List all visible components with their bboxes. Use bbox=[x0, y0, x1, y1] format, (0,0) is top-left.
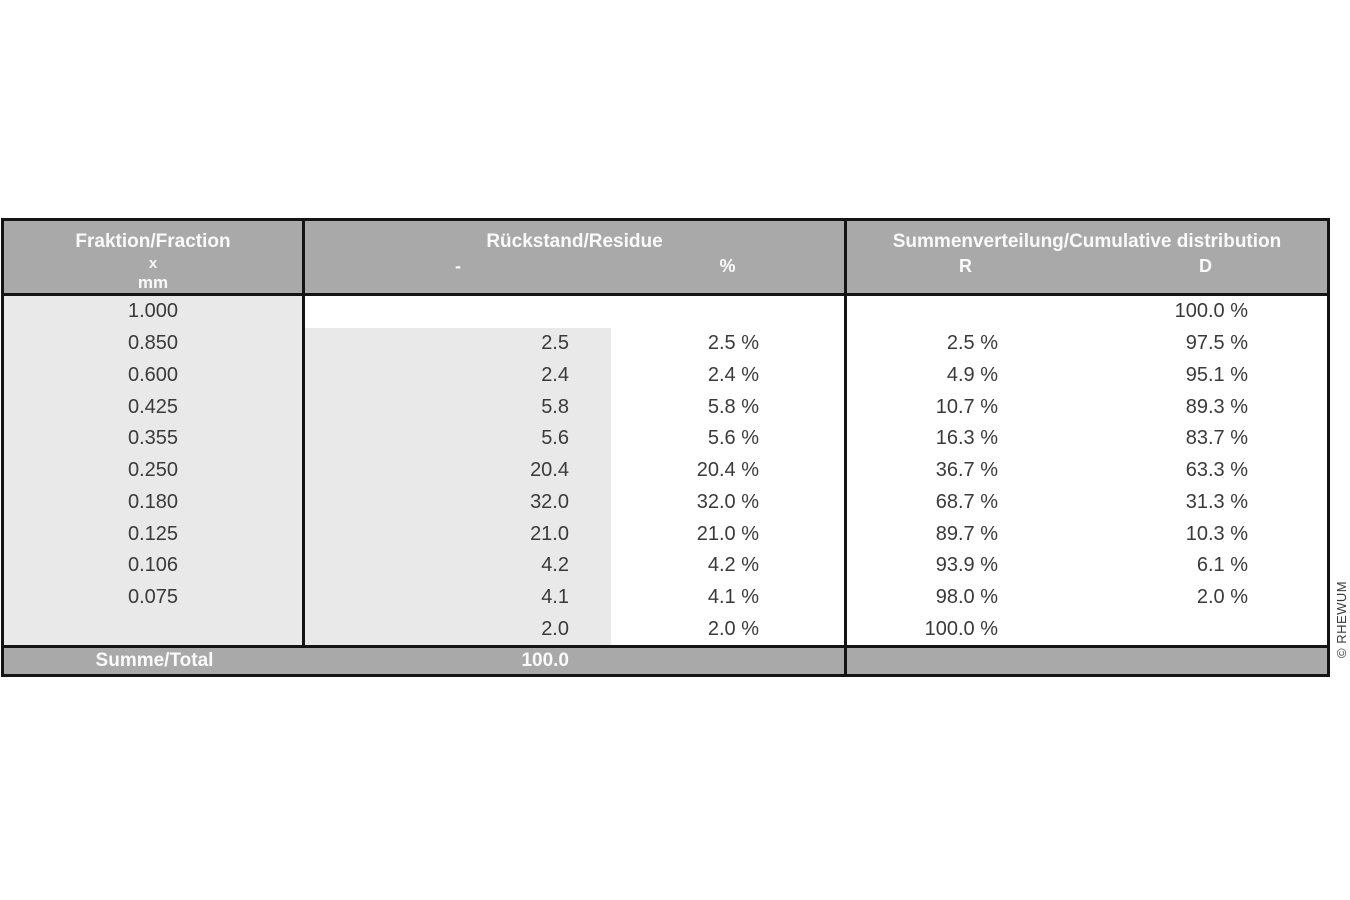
cell-cumulative-d: 6.1 % bbox=[1196, 554, 1248, 577]
copyright-watermark: © RHEWUM bbox=[1334, 580, 1349, 658]
cell-cumulative-d: 83.7 % bbox=[1185, 427, 1248, 450]
cell-residue: 2.5 bbox=[305, 327, 611, 360]
footer-total-label: Summe/Total bbox=[95, 650, 214, 671]
cell-cumulative-r: 98.0 % bbox=[935, 585, 998, 608]
cell-fraction: 1.000 bbox=[4, 296, 305, 328]
cell-cumulative-d: 2.0 % bbox=[1196, 585, 1248, 608]
table-row: 0.250 20.4 20.4 % 36.7 % 63.3 % bbox=[4, 454, 1327, 487]
cell-cumulative-d: 97.5 % bbox=[1185, 332, 1248, 355]
cell-cumulative-r: 10.7 % bbox=[935, 395, 998, 418]
cell-cumulative-d bbox=[1084, 613, 1327, 645]
cell-fraction: 0.425 bbox=[4, 391, 305, 423]
cell-fraction: 0.125 bbox=[4, 518, 305, 550]
cell-cumulative-r: 68.7 % bbox=[935, 490, 998, 513]
header-cumulative-r: R bbox=[959, 256, 972, 276]
header-residue-dash: - bbox=[455, 256, 461, 276]
footer-spacer bbox=[611, 648, 847, 674]
cell-residue bbox=[305, 296, 611, 328]
table-row: 0.125 21.0 21.0 % 89.7 % 10.3 % bbox=[4, 518, 1327, 550]
cell-residue-percent: 4.2 % bbox=[611, 549, 847, 582]
cell-residue-percent: 5.8 % bbox=[611, 391, 847, 423]
header-residue-percent: % bbox=[719, 256, 736, 276]
cell-residue: 21.0 bbox=[305, 518, 611, 550]
cell-cumulative-d: 31.3 % bbox=[1185, 490, 1248, 513]
header-cumulative: Summenverteilung/Cumulative distribution… bbox=[847, 221, 1327, 293]
header-fraction-title: Fraktion/Fraction bbox=[75, 231, 231, 252]
table-row: 0.180 32.0 32.0 % 68.7 % 31.3 % bbox=[4, 486, 1327, 519]
cell-cumulative-d: 95.1 % bbox=[1185, 363, 1248, 386]
cell-residue-percent: 2.5 % bbox=[611, 327, 847, 360]
table-row: 0.600 2.4 2.4 % 4.9 % 95.1 % bbox=[4, 359, 1327, 392]
cell-cumulative-r: 100.0 % bbox=[924, 617, 998, 640]
cell-residue-percent: 20.4 % bbox=[611, 454, 847, 487]
cell-residue: 4.2 bbox=[305, 549, 611, 582]
table-row: 1.000 100.0 % bbox=[4, 296, 1327, 328]
cell-residue-percent: 2.0 % bbox=[611, 613, 847, 646]
header-residue: Rückstand/Residue - % bbox=[305, 221, 847, 293]
cell-cumulative-r: 93.9 % bbox=[935, 554, 998, 577]
table-body: 1.000 100.0 % 0.850 2.5 2.5 % 2.5 % 97.5… bbox=[4, 296, 1327, 646]
cell-fraction: 0.600 bbox=[4, 359, 305, 392]
cell-residue: 2.0 bbox=[305, 613, 611, 646]
cell-cumulative-r: 4.9 % bbox=[946, 363, 998, 386]
cell-fraction: 0.106 bbox=[4, 549, 305, 582]
cell-cumulative-d: 100.0 % bbox=[1174, 300, 1248, 323]
cell-fraction bbox=[4, 613, 305, 646]
cell-residue-percent: 2.4 % bbox=[611, 359, 847, 392]
cell-fraction: 0.850 bbox=[4, 327, 305, 360]
cell-cumulative-r bbox=[847, 296, 1084, 328]
cell-residue-percent bbox=[611, 296, 847, 328]
cell-residue-percent: 32.0 % bbox=[611, 486, 847, 519]
cell-fraction: 0.250 bbox=[4, 454, 305, 487]
header-residue-subheaders: - % bbox=[305, 254, 844, 278]
cell-fraction: 0.075 bbox=[4, 581, 305, 614]
footer-total-value: 100.0 bbox=[521, 650, 569, 671]
header-fraction-unit: mm bbox=[137, 273, 169, 292]
table-row: 2.0 2.0 % 100.0 % bbox=[4, 613, 1327, 646]
cell-cumulative-r: 2.5 % bbox=[946, 332, 998, 355]
header-residue-title: Rückstand/Residue bbox=[486, 231, 663, 252]
table-header-row: Fraktion/Fraction x mm Rückstand/Residue… bbox=[4, 221, 1327, 296]
table-footer-row: Summe/Total 100.0 bbox=[4, 645, 1327, 674]
table-row: 0.850 2.5 2.5 % 2.5 % 97.5 % bbox=[4, 327, 1327, 360]
header-cumulative-subheaders: R D bbox=[847, 254, 1327, 278]
table-row: 0.075 4.1 4.1 % 98.0 % 2.0 % bbox=[4, 581, 1327, 614]
cell-cumulative-r: 89.7 % bbox=[935, 522, 998, 545]
cell-cumulative-r: 36.7 % bbox=[935, 459, 998, 482]
sieve-analysis-table: Fraktion/Fraction x mm Rückstand/Residue… bbox=[1, 218, 1330, 677]
header-cumulative-d: D bbox=[1199, 256, 1212, 276]
cell-cumulative-d: 10.3 % bbox=[1185, 522, 1248, 545]
cell-fraction: 0.180 bbox=[4, 486, 305, 519]
cell-residue: 5.6 bbox=[305, 422, 611, 455]
cell-residue: 20.4 bbox=[305, 454, 611, 487]
cell-fraction: 0.355 bbox=[4, 422, 305, 455]
cell-residue-percent: 4.1 % bbox=[611, 581, 847, 614]
cell-residue: 4.1 bbox=[305, 581, 611, 614]
header-fraction-symbol: x bbox=[148, 255, 158, 272]
cell-cumulative-d: 89.3 % bbox=[1185, 395, 1248, 418]
table-row: 0.425 5.8 5.8 % 10.7 % 89.3 % bbox=[4, 391, 1327, 423]
footer-right-spacer bbox=[847, 648, 1327, 674]
table-row: 0.106 4.2 4.2 % 93.9 % 6.1 % bbox=[4, 549, 1327, 582]
cell-residue-percent: 5.6 % bbox=[611, 422, 847, 455]
table-row: 0.355 5.6 5.6 % 16.3 % 83.7 % bbox=[4, 422, 1327, 455]
header-cumulative-title: Summenverteilung/Cumulative distribution bbox=[892, 231, 1282, 252]
cell-cumulative-r: 16.3 % bbox=[935, 427, 998, 450]
cell-residue: 5.8 bbox=[305, 391, 611, 423]
cell-residue: 32.0 bbox=[305, 486, 611, 519]
cell-residue-percent: 21.0 % bbox=[611, 518, 847, 550]
cell-residue: 2.4 bbox=[305, 359, 611, 392]
header-fraction: Fraktion/Fraction x mm bbox=[4, 221, 305, 293]
cell-cumulative-d: 63.3 % bbox=[1185, 459, 1248, 482]
